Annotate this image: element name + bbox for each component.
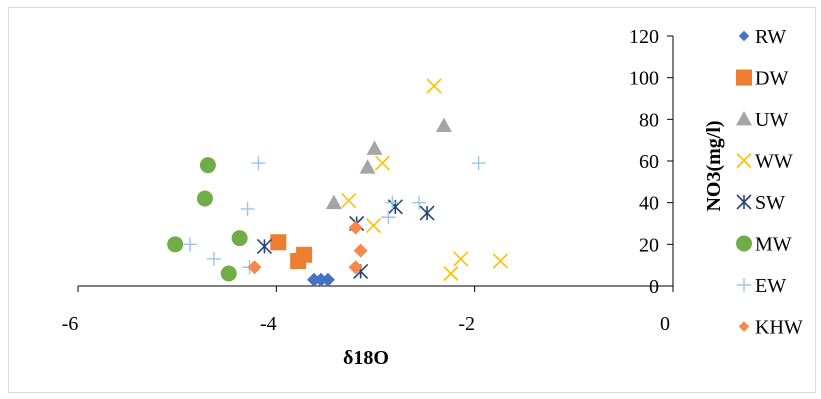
point-ww [492, 253, 509, 269]
point-mw [231, 230, 248, 247]
point-mw [199, 157, 216, 174]
point-uw [435, 117, 452, 132]
legend-symbol-rw [738, 30, 750, 42]
point-mw [220, 265, 237, 282]
point-ew [381, 210, 396, 225]
x-axis-title: δ18O [343, 347, 389, 369]
point-khw [353, 243, 368, 258]
legend-symbol-khw [738, 321, 750, 332]
point-ew [206, 251, 221, 266]
point-ew [183, 237, 198, 252]
legend-label-rw: RW [755, 26, 786, 48]
x-tick-label: -6 [62, 313, 79, 335]
point-rw [320, 272, 335, 287]
y-tick-label: 60 [639, 151, 659, 173]
point-ew [412, 195, 427, 210]
point-sw [387, 199, 403, 215]
legend-label-ew: EW [755, 275, 786, 297]
point-mw [196, 190, 213, 207]
y-tick-label: 0 [649, 276, 659, 298]
point-khw [348, 260, 363, 275]
point-dw [270, 234, 287, 251]
point-dw [296, 246, 313, 263]
x-tick-label: -2 [458, 313, 475, 335]
point-ew [240, 201, 255, 216]
legend-symbol-uw [736, 111, 752, 126]
point-uw [359, 159, 376, 174]
point-khw [247, 260, 262, 275]
y-tick-label: 80 [639, 109, 659, 131]
point-khw [348, 220, 363, 235]
x-tick-label: 0 [660, 313, 670, 335]
point-ew [251, 156, 266, 171]
point-uw [325, 194, 342, 210]
legend-label-mw: MW [755, 234, 792, 256]
y-tick-label: 120 [629, 26, 659, 48]
point-ww [341, 193, 357, 209]
legend-label-khw: KHW [755, 317, 803, 339]
chart-frame [8, 7, 816, 393]
legend-label-ww: WW [755, 151, 793, 173]
point-ww [443, 265, 459, 282]
legend-label-dw: DW [755, 68, 788, 90]
point-ww [426, 78, 442, 94]
y-tick-label: 40 [639, 193, 659, 215]
legend-symbol-ew [737, 278, 751, 292]
point-ww [453, 251, 469, 267]
legend-symbol-ww [736, 152, 752, 169]
point-sw [419, 205, 435, 221]
point-uw [366, 140, 383, 155]
legend-symbol-sw [736, 194, 752, 210]
legend-label-sw: SW [755, 192, 785, 214]
point-ew [385, 195, 400, 210]
legend-symbol-mw [736, 235, 752, 252]
legend-symbol-dw [736, 69, 752, 86]
y-tick-label: 20 [639, 234, 659, 256]
legend-label-uw: UW [755, 109, 788, 131]
y-tick-label: 100 [629, 68, 659, 90]
y-axis-title: NO3(mg/l) [703, 120, 725, 211]
point-ww [365, 218, 382, 234]
point-ww [374, 155, 391, 171]
point-sw [256, 238, 272, 254]
x-tick-label: -4 [260, 313, 277, 335]
point-ew [471, 156, 486, 171]
point-mw [167, 236, 184, 253]
